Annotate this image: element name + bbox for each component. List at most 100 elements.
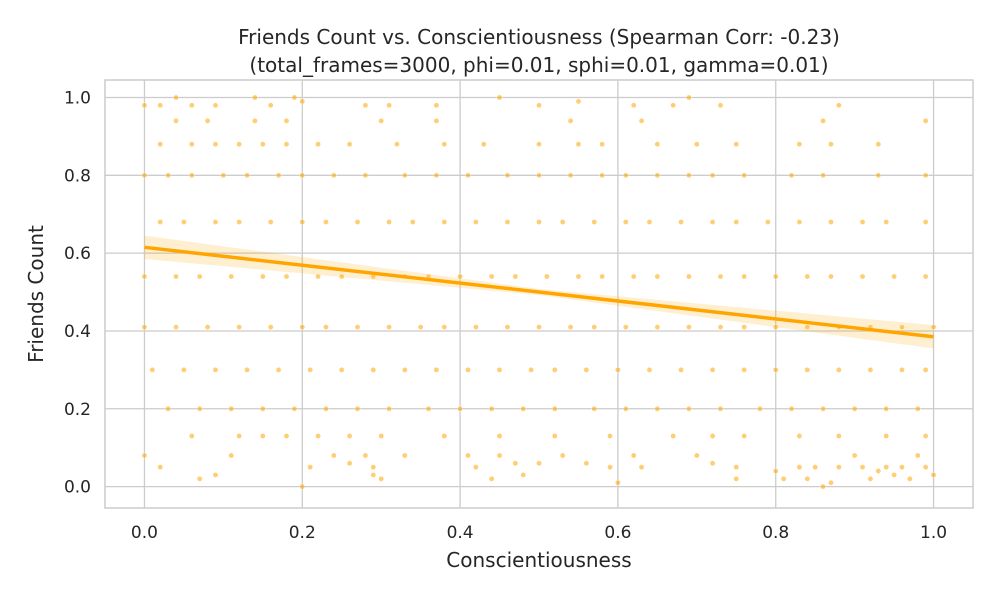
scatter-point	[173, 273, 179, 280]
scatter-point	[780, 476, 787, 482]
scatter-point	[370, 472, 377, 478]
scatter-point	[157, 141, 164, 147]
scatter-point	[267, 102, 274, 109]
scatter-point	[504, 219, 511, 225]
scatter-point	[260, 273, 266, 280]
scatter-point	[520, 472, 527, 478]
scatter-point	[173, 324, 179, 330]
scatter-point	[796, 141, 803, 147]
scatter-point	[922, 433, 929, 439]
scatter-point	[544, 273, 550, 280]
scatter-point	[772, 324, 779, 330]
scatter-point	[709, 433, 716, 439]
scatter-point	[741, 324, 747, 330]
scatter-point	[859, 219, 866, 225]
scatter-point	[346, 141, 353, 147]
scatter-point	[709, 172, 716, 179]
x-tick-label: 0.4	[447, 523, 474, 543]
scatter-point	[583, 460, 590, 467]
scatter-point	[149, 367, 156, 373]
scatter-point	[536, 460, 542, 467]
scatter-point	[362, 172, 369, 179]
scatter-point	[402, 172, 408, 179]
scatter-point	[551, 405, 558, 412]
scatter-point	[354, 324, 361, 330]
scatter-point	[402, 367, 408, 373]
scatter-point	[741, 172, 747, 179]
regression-line	[144, 245, 934, 339]
scatter-point	[883, 433, 890, 439]
scatter-point	[465, 367, 471, 373]
scatter-point	[473, 464, 479, 470]
scatter-point	[283, 141, 290, 147]
scatter-point	[520, 405, 527, 412]
scatter-point	[812, 464, 818, 470]
scatter-point	[820, 118, 826, 124]
scatter-point	[922, 219, 929, 225]
scatter-point	[796, 464, 803, 470]
scatter-point	[394, 141, 400, 147]
scatter-point	[686, 324, 692, 330]
x-tick-label: 0.2	[289, 523, 316, 543]
scatter-point	[291, 94, 298, 101]
scatter-point	[157, 219, 164, 225]
scatter-point	[694, 141, 700, 147]
scatter-point	[883, 464, 890, 470]
scatter-point	[433, 118, 440, 124]
scatter-point	[630, 273, 637, 280]
chart-title: Friends Count vs. Conscientiousness (Spe…	[238, 25, 840, 49]
scatter-point	[512, 460, 519, 467]
scatter-point	[851, 452, 858, 459]
scatter-point	[236, 219, 242, 225]
scatter-point	[441, 141, 448, 147]
scatter-point	[323, 405, 329, 412]
scatter-point	[796, 433, 803, 439]
scatter-point	[220, 172, 227, 179]
y-tick-label: 0.8	[64, 166, 91, 186]
scatter-point	[212, 141, 219, 147]
scatter-point	[425, 405, 432, 412]
scatter-point	[204, 324, 211, 330]
scatter-point	[228, 452, 235, 459]
scatter-point	[867, 367, 874, 373]
scatter-point	[875, 468, 882, 474]
scatter-point	[828, 273, 834, 280]
scatter-point	[733, 141, 740, 147]
scatter-point	[409, 219, 416, 225]
x-axis-ticks: 0.0 0.2 0.4 0.6 0.8 1.0	[131, 523, 947, 543]
scatter-point	[646, 367, 653, 373]
x-tick-label: 0.8	[762, 523, 789, 543]
scatter-point	[275, 172, 282, 179]
scatter-point	[236, 324, 242, 330]
scatter-point	[480, 141, 487, 147]
scatter-point	[188, 141, 195, 147]
scatter-point	[354, 219, 361, 225]
scatter-point	[370, 367, 377, 373]
scatter-point	[709, 367, 716, 373]
scatter-point	[260, 405, 266, 412]
scatter-point	[883, 405, 890, 412]
scatter-point	[623, 324, 629, 330]
scatter-point	[141, 324, 148, 330]
scatter-point	[804, 367, 811, 373]
scatter-point	[551, 433, 558, 439]
scatter-point	[181, 219, 187, 225]
scatter-point	[591, 324, 598, 330]
scatter-point	[914, 452, 921, 459]
x-tick-label: 0.6	[604, 523, 631, 543]
scatter-point	[331, 172, 337, 179]
scatter-point	[536, 219, 542, 225]
y-tick-label: 0.2	[64, 400, 91, 420]
scatter-point	[157, 464, 164, 470]
x-tick-label: 0.0	[131, 523, 158, 543]
scatter-point	[623, 405, 629, 412]
scatter-point	[188, 433, 195, 439]
scatter-point	[323, 219, 329, 225]
scatter-point	[922, 172, 929, 179]
scatter-point	[686, 94, 692, 101]
scatter-point	[362, 102, 369, 109]
scatter-point	[283, 273, 290, 280]
scatter-point	[370, 464, 377, 470]
scatter-point	[741, 433, 747, 439]
